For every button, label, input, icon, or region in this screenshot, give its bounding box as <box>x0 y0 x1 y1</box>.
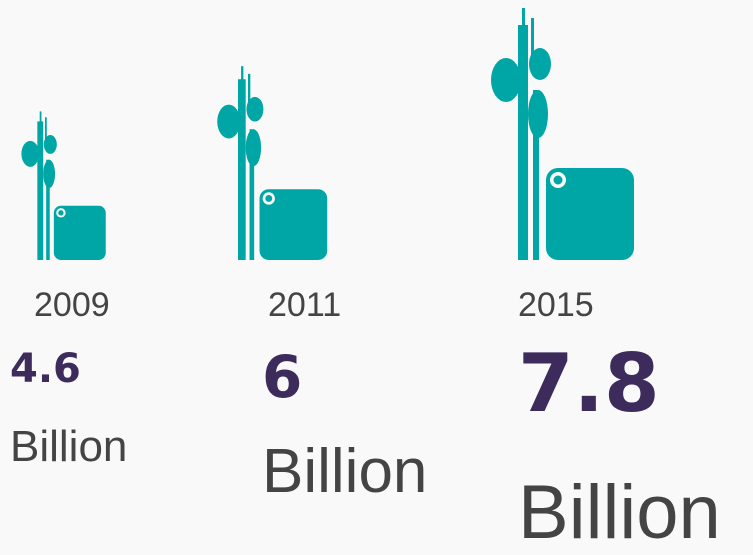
antenna-dish <box>491 58 521 102</box>
antenna-dish <box>529 48 551 80</box>
antenna-dish <box>21 140 40 167</box>
phone-body <box>53 205 106 260</box>
tower-antenna <box>531 18 534 58</box>
tower-antenna <box>39 111 42 125</box>
phone-body <box>546 168 634 260</box>
tower-phone-icon-2015 <box>491 8 634 260</box>
year-label: 2015 <box>518 286 594 324</box>
phone-body <box>259 189 328 260</box>
tower-phone-icon-2011 <box>217 66 328 261</box>
year-label: 2011 <box>268 286 342 324</box>
unit-label: Billion <box>10 421 128 471</box>
tower-support <box>46 159 50 260</box>
tower-antenna <box>248 73 251 105</box>
year-label: 2009 <box>34 286 110 324</box>
phone-button <box>265 195 273 202</box>
antenna-dish <box>245 129 262 167</box>
tower-support <box>249 129 255 260</box>
antenna-dish <box>43 134 57 154</box>
antenna-dish <box>246 96 264 122</box>
tower-mast <box>238 79 246 261</box>
tower-mast <box>37 121 44 260</box>
value-label: 6 <box>262 343 303 412</box>
unit-label: Billion <box>262 436 428 506</box>
tower-antenna <box>44 117 47 141</box>
antenna-dish <box>217 104 241 139</box>
antenna-dish <box>528 90 548 138</box>
phone-button <box>553 175 563 185</box>
tower-antenna <box>522 8 525 30</box>
phone-button <box>58 210 64 216</box>
value-label: 4.6 <box>10 346 81 393</box>
tower-phone-icon-2009 <box>21 111 106 260</box>
tower-mast <box>518 25 528 260</box>
tower-antenna <box>241 66 244 84</box>
antenna-dish <box>43 159 56 189</box>
value-label: 7.8 <box>518 337 660 431</box>
unit-label: Billion <box>518 470 721 555</box>
tower-support <box>533 90 539 260</box>
